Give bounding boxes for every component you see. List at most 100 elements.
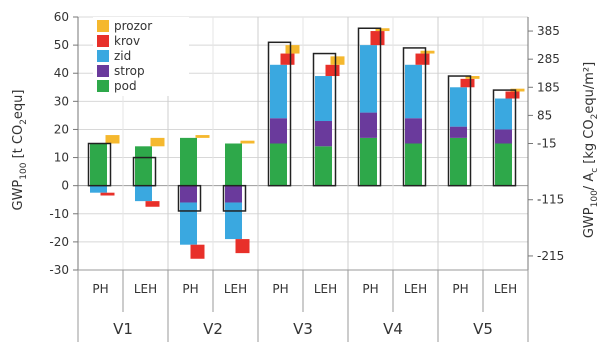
right-tick-label: 85 [537,108,552,122]
group-label: V4 [383,320,403,338]
bar-krov [100,192,115,196]
left-tick-label: 10 [54,151,69,165]
legend-swatch-krov [97,35,109,47]
bar-prozor [195,135,210,138]
left-tick-label: 40 [54,66,69,80]
bar-prozor [375,28,390,32]
bar-pod [270,143,287,186]
category-label: PH [182,282,198,296]
bar-pod [180,137,197,186]
legend-label-prozor: prozor [114,19,152,33]
bar-zid [450,87,467,127]
bar-prozor [105,135,120,144]
legend-swatch-prozor [97,20,109,32]
group-label: V1 [113,320,133,338]
category-label: LEH [134,282,157,296]
right-tick-label: -115 [537,193,564,207]
net-total-box [447,75,472,187]
bar-krov [505,91,520,99]
axes-layer: 60 50 40 30 20 10 0 -10 -20 -30 385 285 185 85 -15 -115… [49,10,564,277]
net-total-box [312,52,337,187]
bar-zid [90,185,107,193]
right-tick-label: -15 [537,137,557,151]
left-tick-label: -30 [49,263,69,277]
category-label: LEH [404,282,427,296]
bar-strop [360,112,377,138]
right-tick-label: -215 [537,249,564,263]
bar-pod [495,143,512,186]
bar-zid [495,98,512,130]
category-label: LEH [494,282,517,296]
legend-label-zid: zid [114,49,131,63]
category-label: PH [452,282,468,296]
bar-pod [225,143,242,186]
bar-prozor [465,76,480,79]
bar-krov [325,64,340,77]
net-total-box [492,89,517,187]
bar-zid [225,202,242,240]
bar-prozor [420,50,435,54]
bar-prozor [240,140,255,144]
totals-layer [87,27,517,212]
bar-krov [415,53,430,65]
legend-label-strop: strop [114,64,145,78]
bar-pod [450,137,467,186]
bar-zid [315,76,332,122]
bar-pod [405,143,422,186]
right-tick-label: 185 [537,80,560,94]
legend-label-pod: pod [114,79,137,93]
legend-swatch-strop [97,65,109,77]
net-total-box [87,142,112,187]
bar-krov [460,78,475,88]
bar-strop [225,185,242,203]
left-tick-label: 20 [54,122,69,136]
legend-swatch-zid [97,50,109,62]
net-total-box [132,156,157,187]
net-total-box [267,41,292,187]
bar-strop [180,185,197,203]
bar-krov [190,244,205,259]
bars-layer [90,28,525,259]
bar-pod [90,143,107,186]
bar-krov [370,31,385,46]
right-tick-label: 385 [537,24,560,38]
bar-strop [495,129,512,144]
category-label: LEH [224,282,247,296]
bar-strop [270,118,287,144]
bar-zid [360,45,377,113]
category-label: PH [92,282,108,296]
net-total-box [177,184,202,212]
left-tick-label: 0 [61,179,69,193]
left-tick-label: 50 [54,38,69,52]
category-label: PH [272,282,288,296]
bar-krov [145,201,160,207]
bar-zid [180,202,197,245]
left-tick-label: -10 [49,207,69,221]
left-tick-label: 60 [54,10,69,24]
net-total-box [222,184,247,212]
group-label: V2 [203,320,223,338]
bar-zid [405,64,422,119]
right-axis-title: GWP100/ Ac [kg CO2equ/m²] [582,62,600,238]
group-label: V5 [473,320,493,338]
bar-prozor [285,45,300,54]
bar-krov [235,239,250,254]
left-tick-label: -20 [49,235,69,249]
net-total-box [357,27,382,187]
bar-pod [315,146,332,186]
group-label: V3 [293,320,313,338]
bar-prozor [330,56,345,65]
left-tick-label: 30 [54,94,69,108]
category-label: LEH [314,282,337,296]
right-tick-label: 285 [537,52,560,66]
bar-strop [450,126,467,138]
bar-prozor [150,137,165,147]
bar-krov [280,53,295,65]
legend-label-krov: krov [114,34,140,48]
category-label: PH [362,282,378,296]
bar-strop [405,118,422,144]
bar-strop [315,121,332,147]
bar-pod [135,146,152,186]
